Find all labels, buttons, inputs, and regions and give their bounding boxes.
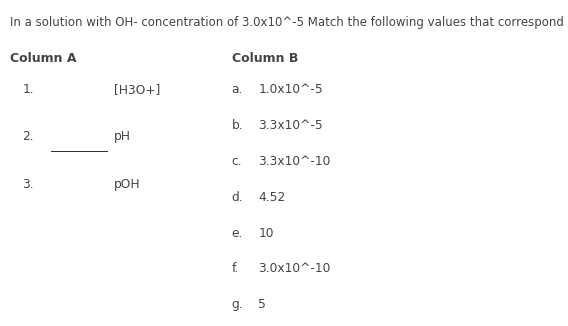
Text: e.: e. (232, 227, 243, 240)
Text: a.: a. (232, 83, 243, 96)
Text: 4.52: 4.52 (258, 191, 286, 204)
Text: 2.: 2. (23, 130, 34, 143)
Text: pH: pH (114, 130, 131, 143)
Text: b.: b. (232, 119, 243, 132)
Text: 10: 10 (258, 227, 274, 240)
Text: 3.3x10^-5: 3.3x10^-5 (258, 119, 323, 132)
Text: In a solution with OH- concentration of 3.0x10^-5 Match the following values tha: In a solution with OH- concentration of … (10, 16, 568, 29)
Text: pOH: pOH (114, 178, 140, 191)
Text: 1.: 1. (23, 83, 34, 96)
Text: 3.0x10^-10: 3.0x10^-10 (258, 262, 331, 275)
Text: d.: d. (232, 191, 243, 204)
Text: 3.3x10^-10: 3.3x10^-10 (258, 155, 331, 168)
Text: g.: g. (232, 298, 243, 311)
Text: Column A: Column A (10, 52, 77, 65)
Text: [H3O+]: [H3O+] (114, 83, 160, 96)
Text: f.: f. (232, 262, 239, 275)
Text: 1.0x10^-5: 1.0x10^-5 (258, 83, 323, 96)
Text: 5: 5 (258, 298, 266, 311)
Text: Column B: Column B (232, 52, 298, 65)
Text: c.: c. (232, 155, 243, 168)
Text: 3.: 3. (23, 178, 34, 191)
